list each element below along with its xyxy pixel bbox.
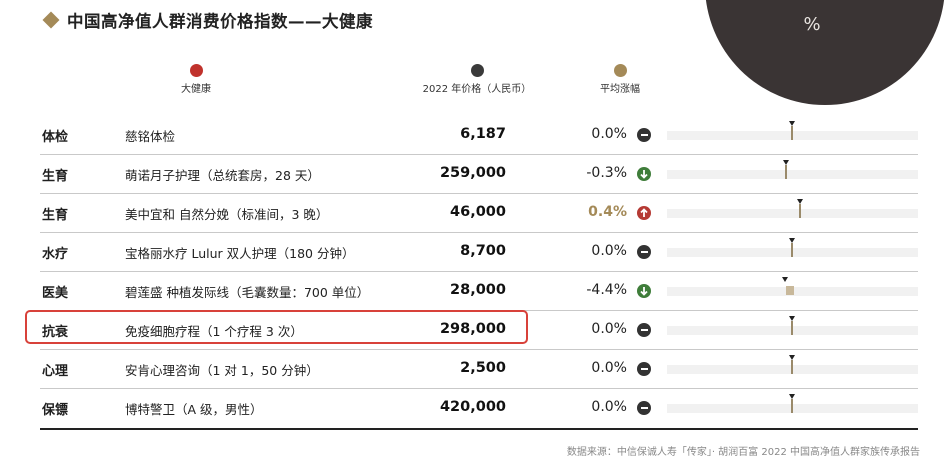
zero-tick-mark [797,199,803,204]
row-price: 298,000 [439,321,506,337]
arrow-down-icon [637,167,651,181]
red-dot-icon [189,64,203,77]
row-category: 体检 [42,130,69,145]
table-row: 水疗 宝格丽水疗 Lulur 双人护理（180 分钟） 8,700 0.0% [40,232,918,271]
row-item-name: 慈铭体检 [125,129,176,144]
corner-percent-symbol: % [803,14,821,35]
row-item-name: 安肯心理咨询（1 对 1，50 分钟） [125,363,319,378]
row-item-name: 博特警卫（A 级，男性） [125,402,263,417]
change-marker [791,360,793,374]
diamond-icon [42,11,60,29]
table-row: 保镖 博特警卫（A 级，男性） 420,000 0.0% [40,388,918,427]
table-bottom-rule [40,428,918,430]
row-price: 420,000 [439,399,506,415]
source-note: 数据来源：中信保诚人寿「传家」· 胡润百富 2022 中国高净值人群家族传承报告 [566,447,920,458]
change-bar [786,286,794,295]
no-change-icon [637,362,651,376]
table-row: 生育 萌诺月子护理（总统套房，28 天） 259,000 -0.3% [40,154,918,193]
legend-item-price: 2022 年价格（人民币） [410,64,544,95]
highlight-box [25,310,528,344]
legend-item-category: 大健康 [140,64,252,95]
zero-tick-mark [789,121,795,126]
corner-decoration-circle [705,0,945,105]
row-item-name: 免疫细胞疗程（1 个疗程 3 次） [125,324,303,339]
zero-tick-mark [789,316,795,321]
change-marker [791,321,793,335]
change-marker [791,399,793,413]
gold-dot-icon [613,64,627,77]
row-item-name: 碧莲盛 种植发际线（毛囊数量：700 单位） [125,285,370,300]
row-price: 8,700 [460,243,506,259]
zero-tick-mark [789,355,795,360]
legend-label: 大健康 [181,84,211,95]
change-marker [791,126,793,140]
row-category: 医美 [42,286,69,301]
row-price: 259,000 [439,165,506,181]
row-change: -0.3% [586,165,627,181]
legend-label: 平均涨幅 [600,84,640,95]
row-change: -4.4% [586,282,627,298]
row-change: 0.0% [591,321,627,337]
row-change: 0.0% [591,360,627,376]
row-change: 0.4% [588,204,627,220]
change-bar-track [667,394,918,413]
zero-tick-mark [783,160,789,165]
page-title-block: 中国高净值人群消费价格指数——大健康 [42,8,373,32]
table-row: 心理 安肯心理咨询（1 对 1，50 分钟） 2,500 0.0% [40,349,918,388]
change-bar-track [667,199,918,218]
row-change: 0.0% [591,243,627,259]
table-row: 体检 慈铭体检 6,187 0.0% [40,116,918,154]
row-item-name: 美中宜和 自然分娩（标准间，3 晚） [125,207,329,222]
legend-item-change: 平均涨幅 [582,64,658,95]
change-marker [799,204,801,218]
dark-dot-icon [470,64,484,77]
page-title: 中国高净值人群消费价格指数——大健康 [67,12,373,31]
zero-tick-mark [789,394,795,399]
table-row: 医美 碧莲盛 种植发际线（毛囊数量：700 单位） 28,000 -4.4% [40,271,918,310]
legend-label: 2022 年价格（人民币） [422,84,532,95]
row-item-name: 萌诺月子护理（总统套房，28 天） [125,168,320,183]
row-price: 6,187 [460,126,506,142]
no-change-icon [637,245,651,259]
row-price: 2,500 [460,360,506,376]
row-price: 28,000 [450,282,506,298]
row-price: 46,000 [450,204,506,220]
arrow-up-icon [637,206,651,220]
row-change: 0.0% [591,126,627,142]
row-item-name: 宝格丽水疗 Lulur 双人护理（180 分钟） [125,246,355,261]
no-change-icon [637,401,651,415]
price-table: 体检 慈铭体检 6,187 0.0% 生育 萌诺月子护理（总统套房，28 天） 259,00… [40,116,918,427]
row-category: 水疗 [42,247,69,262]
change-bar-track [667,316,918,335]
row-category: 保镖 [42,403,69,418]
arrow-down-icon [637,284,651,298]
change-bar-track [667,355,918,374]
change-bar-track [667,238,918,257]
change-marker [785,165,787,179]
change-bar-track [667,121,918,140]
row-change: 0.0% [591,399,627,415]
row-category: 心理 [42,364,69,379]
table-row: 生育 美中宜和 自然分娩（标准间，3 晚） 46,000 0.4% [40,193,918,232]
zero-tick-mark [789,238,795,243]
change-bar-track [667,277,918,296]
row-category: 生育 [42,169,69,184]
row-category: 抗衰 [42,325,69,340]
change-marker [791,243,793,257]
change-bar-track [667,160,918,179]
no-change-icon [637,128,651,142]
row-category: 生育 [42,208,69,223]
no-change-icon [637,323,651,337]
zero-tick-mark [782,277,788,282]
